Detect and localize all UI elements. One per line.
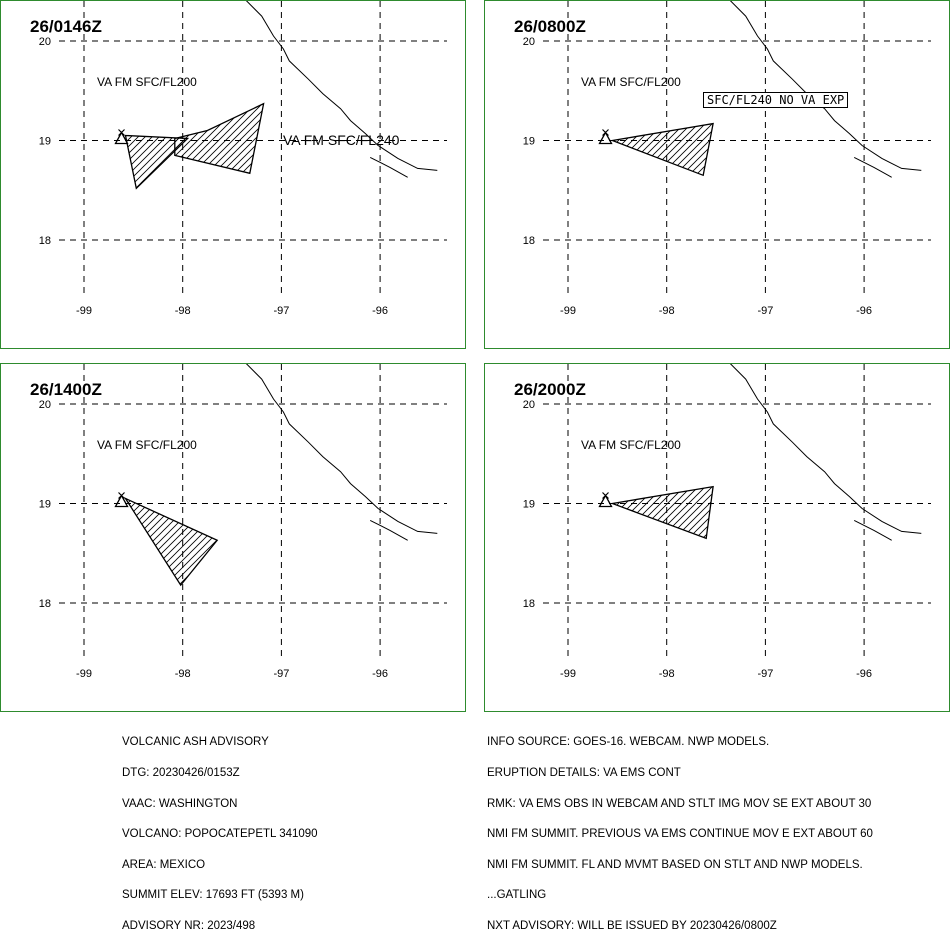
latitude-tick-label: 18 (39, 598, 51, 610)
longitude-tick-label: -96 (372, 668, 388, 680)
panel-time: 26/0146Z (30, 17, 102, 36)
longitude-tick-label: -99 (560, 668, 576, 680)
lagoon-shoreline (369, 156, 408, 178)
longitude-tick-label: -97 (273, 668, 289, 680)
ash-level-label: VA FM SFC/FL200 (97, 75, 197, 89)
advisory-remark-line: NMI FM SUMMIT. FL AND MVMT BASED ON STLT… (487, 858, 863, 871)
lagoon-shoreline (853, 156, 892, 178)
advisory-remark-line: RMK: VA EMS OBS IN WEBCAM AND STLT IMG M… (487, 797, 872, 810)
map-panel-2000z: -99 -98 -97 -96 20 19 18 26/2000Z VA FM SFC/FL… (484, 363, 950, 712)
map-canvas: -99 -98 -97 -96 20 19 18 (523, 1, 931, 317)
map-panel-0146z: -99 -98 -97 -96 20 19 18 26/0146Z VA FM SFC/FL… (0, 0, 466, 349)
latitude-tick-label: 20 (39, 36, 51, 48)
advisory-summit-elev: SUMMIT ELEV: 17693 FT (5393 M) (122, 889, 304, 902)
ash-cloud-polygon (609, 122, 714, 177)
longitude-tick-label: -99 (560, 305, 576, 317)
advisory-header-block: VOLCANIC ASH ADVISORY DTG: 20230426/0153… (122, 717, 318, 941)
lagoon-shoreline (853, 519, 892, 541)
volcano-marker-icon (118, 129, 125, 136)
coastline (729, 1, 922, 171)
ash-level-label: VA FM SFC/FL200 (581, 438, 681, 452)
advisory-next: NXT ADVISORY: WILL BE ISSUED BY 20230426… (487, 920, 777, 933)
longitude-tick-label: -97 (757, 305, 773, 317)
ash-level-label: VA FM SFC/FL200 (97, 438, 197, 452)
ash-cloud-polygon (124, 134, 190, 190)
ash-level-label-2: VA FM SFC/FL240 (283, 132, 400, 148)
volcano-triangle-icon (598, 131, 613, 145)
longitude-tick-label: -96 (856, 668, 872, 680)
map-canvas: -99 -98 -97 -96 20 19 18 (523, 364, 931, 680)
longitude-tick-label: -98 (659, 305, 675, 317)
volcano-triangle-icon (598, 494, 613, 508)
volcano-marker-icon (602, 492, 609, 499)
ash-cloud-polygon (174, 102, 265, 175)
ash-level-label: VA FM SFC/FL200 (581, 75, 681, 89)
advisory-title: VOLCANIC ASH ADVISORY (122, 736, 269, 749)
advisory-vaac: VAAC: WASHINGTON (122, 797, 238, 810)
map-canvas: -99 -98 -97 -96 20 19 18 (39, 1, 447, 317)
latitude-tick-label: 18 (523, 235, 535, 247)
longitude-tick-label: -97 (757, 668, 773, 680)
ash-cloud-polygon (123, 496, 219, 587)
longitude-tick-label: -98 (175, 305, 191, 317)
map-canvas: -99 -98 -97 -96 20 19 18 (39, 364, 447, 680)
advisory-area: AREA: MEXICO (122, 858, 206, 871)
latitude-tick-label: 18 (523, 598, 535, 610)
longitude-tick-label: -99 (76, 305, 92, 317)
longitude-tick-label: -97 (273, 305, 289, 317)
latitude-tick-label: 19 (523, 136, 535, 148)
advisory-number: ADVISORY NR: 2023/498 (122, 920, 256, 933)
volcano-triangle-icon (114, 494, 129, 508)
panel-time: 26/2000Z (514, 380, 586, 399)
longitude-tick-label: -96 (856, 305, 872, 317)
longitude-tick-label: -99 (76, 668, 92, 680)
longitude-tick-label: -98 (175, 668, 191, 680)
latitude-tick-label: 19 (39, 136, 51, 148)
ash-cloud-polygon (609, 485, 714, 540)
latitude-tick-label: 20 (39, 399, 51, 411)
latitude-tick-label: 20 (523, 399, 535, 411)
no-ash-expected-label: SFC/FL240 NO VA EXP (703, 92, 849, 108)
panel-time: 26/1400Z (30, 380, 102, 399)
lagoon-shoreline (369, 519, 408, 541)
map-panel-1400z: -99 -98 -97 -96 20 19 18 26/1400Z VA FM SFC/FL… (0, 363, 466, 712)
coastline (729, 364, 922, 534)
coastline (245, 364, 438, 534)
latitude-tick-label: 20 (523, 36, 535, 48)
coastline (245, 1, 438, 171)
advisory-eruption-details: ERUPTION DETAILS: VA EMS CONT (487, 767, 681, 780)
volcano-marker-icon (602, 129, 609, 136)
latitude-tick-label: 19 (39, 499, 51, 511)
advisory-remark-line: NMI FM SUMMIT. PREVIOUS VA EMS CONTINUE … (487, 828, 873, 841)
advisory-info-source: INFO SOURCE: GOES-16. WEBCAM. NWP MODELS… (487, 736, 770, 749)
map-panel-0800z: -99 -98 -97 -96 20 19 18 26/0800Z VA FM SFC/FL… (484, 0, 950, 349)
advisory-details-block: INFO SOURCE: GOES-16. WEBCAM. NWP MODELS… (487, 717, 873, 941)
longitude-tick-label: -96 (372, 305, 388, 317)
advisory-volcano: VOLCANO: POPOCATEPETL 341090 (122, 828, 318, 841)
latitude-tick-label: 19 (523, 499, 535, 511)
volcano-triangle-icon (114, 131, 129, 145)
volcano-marker-icon (118, 492, 125, 499)
latitude-tick-label: 18 (39, 235, 51, 247)
longitude-tick-label: -98 (659, 668, 675, 680)
advisory-dtg: DTG: 20230426/0153Z (122, 767, 240, 780)
advisory-forecaster: ...GATLING (487, 889, 547, 902)
panel-time: 26/0800Z (514, 17, 586, 36)
